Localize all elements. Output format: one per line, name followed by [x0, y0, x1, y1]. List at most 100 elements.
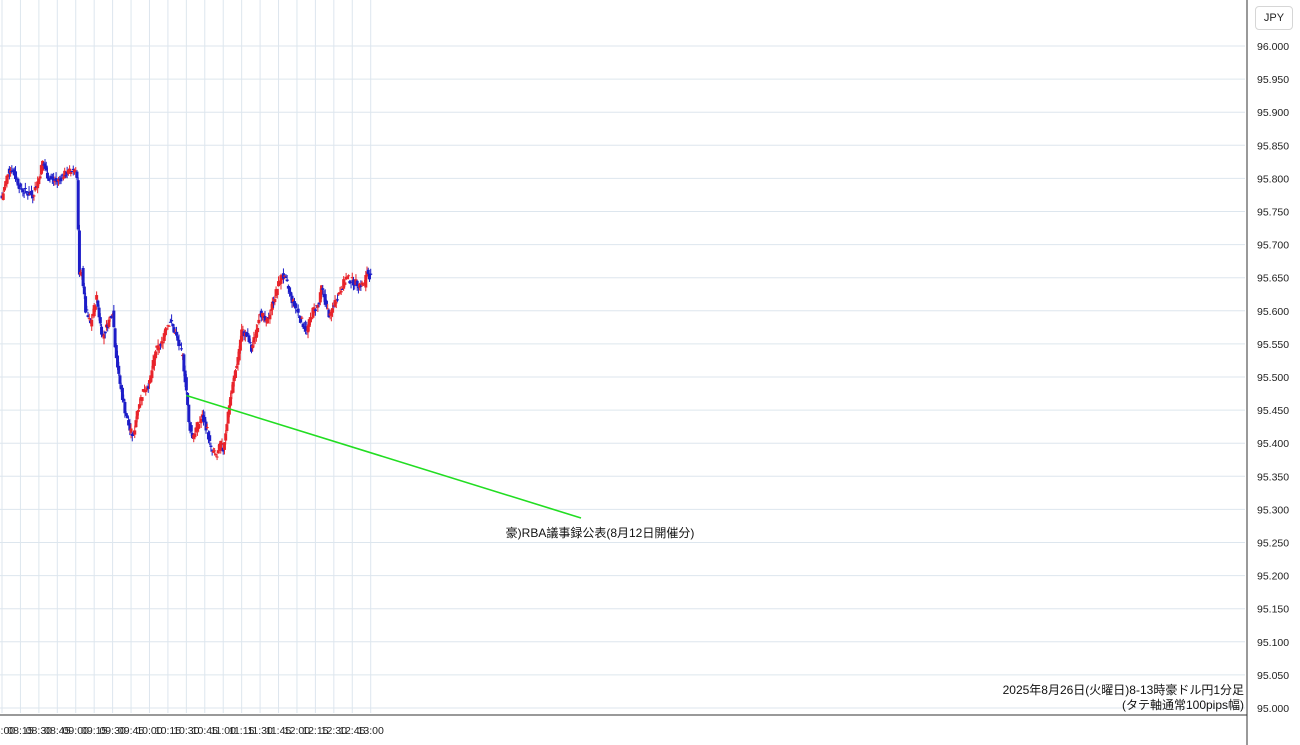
candle-body [345, 276, 349, 279]
candle-body [254, 329, 258, 338]
candle-body [323, 294, 327, 305]
candle-body [33, 187, 37, 191]
candle-body [6, 174, 10, 178]
candle-body [170, 320, 174, 322]
candle-body [145, 388, 149, 391]
x-tick-label: 11:30 [247, 725, 273, 737]
x-tick-label: 08:15 [7, 725, 33, 737]
candle-body [211, 450, 215, 453]
y-tick-label: 95.600 [1257, 306, 1289, 318]
candle-body [237, 348, 241, 361]
candle-body [102, 334, 106, 339]
candle-body [32, 195, 36, 197]
annotation-pointer-line [186, 394, 582, 519]
candle-body [134, 420, 138, 428]
candle-body [141, 389, 145, 392]
candle-body [95, 295, 99, 300]
candle-body [299, 317, 303, 323]
candle-body [44, 165, 48, 171]
candle-body [296, 308, 300, 313]
y-tick-label: 95.900 [1257, 107, 1289, 119]
candle-body [226, 411, 230, 424]
candle-body [14, 171, 18, 180]
candle-body [350, 277, 354, 279]
candle-body [365, 272, 369, 277]
x-tick-label: 10:00 [136, 725, 162, 737]
candle-body [208, 435, 212, 442]
y-tick-label: 95.450 [1257, 405, 1289, 417]
candle-body [171, 324, 175, 327]
candle-body [248, 342, 252, 344]
x-tick-label: 08:45 [44, 725, 70, 737]
candle-body [199, 418, 203, 424]
candle-body [275, 288, 279, 296]
grid-lines [0, 0, 1245, 713]
candle-body [369, 273, 373, 275]
candle-body [124, 412, 128, 416]
y-tick-label: 95.300 [1257, 504, 1289, 516]
y-tick-label: 95.250 [1257, 538, 1289, 550]
x-tick-label: 11:45 [266, 725, 292, 737]
candle-body [41, 160, 45, 171]
x-tick-label: 09:15 [81, 725, 107, 737]
candle-body [316, 304, 320, 308]
candle-body [5, 175, 9, 185]
candle-body [240, 329, 244, 342]
y-tick-label: 95.150 [1257, 604, 1289, 616]
candle-body [161, 342, 165, 344]
candle-body [318, 292, 322, 303]
candle-body [361, 284, 365, 286]
candle-body [120, 387, 124, 400]
chart-footer: 2025年8月26日(火曜日)8-13時豪ドル円1分足 (タテ軸通常100pip… [1003, 682, 1244, 712]
candle-body [53, 180, 57, 182]
y-tick-label: 95.800 [1257, 173, 1289, 185]
candle-body [366, 269, 370, 274]
candle-body [197, 423, 201, 429]
candle-body [215, 456, 219, 458]
currency-badge: JPY [1255, 6, 1293, 30]
candle-body [224, 433, 228, 441]
candle-body [246, 333, 250, 335]
candle-body [100, 326, 104, 335]
candle-body [193, 433, 197, 438]
candle-body [122, 398, 126, 402]
x-tick-label: 13:00 [358, 725, 384, 737]
candle-body [165, 328, 169, 330]
candle-body [251, 345, 255, 349]
candle-body [47, 177, 51, 181]
candle-body [229, 397, 233, 406]
candle-body [183, 370, 187, 383]
candle-body [327, 309, 331, 318]
candle-body [129, 428, 133, 433]
candle-body [203, 416, 207, 422]
candle-body [294, 303, 298, 309]
candle-body [204, 421, 208, 431]
x-tick-label: 09:00 [63, 725, 89, 737]
candle-body [349, 281, 353, 283]
candle-body [234, 370, 238, 378]
y-tick-label: 95.650 [1257, 273, 1289, 285]
candle-body [339, 291, 343, 293]
candle-body [238, 339, 242, 351]
candle-body [340, 289, 344, 291]
candle-body [128, 423, 132, 431]
candle-body [97, 307, 101, 318]
candle-body [87, 318, 91, 320]
candle-body [222, 442, 226, 450]
y-tick-label: 96.000 [1257, 41, 1289, 53]
candle-body [127, 420, 131, 426]
candle-body [256, 327, 260, 333]
candle-body [317, 302, 321, 305]
y-tick-label: 95.950 [1257, 74, 1289, 86]
candle-body [186, 392, 190, 405]
candle-body [144, 389, 148, 393]
candle-body [64, 175, 68, 177]
candle-body [29, 190, 33, 195]
footer-subtitle: (タテ軸通常100pips幅) [1122, 697, 1244, 712]
y-tick-label: 95.000 [1257, 703, 1289, 715]
candle-body [21, 189, 25, 193]
x-tick-label: 12:00 [284, 725, 310, 737]
candle-body [308, 317, 312, 323]
candle-body [103, 331, 107, 334]
candle-body [96, 300, 100, 307]
